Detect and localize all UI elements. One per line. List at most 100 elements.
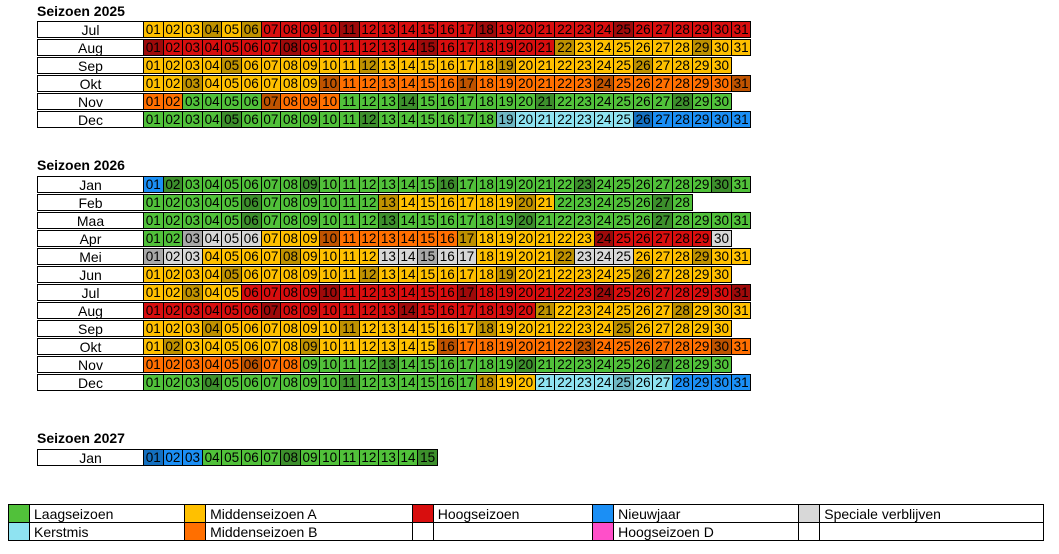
day-cell[interactable]: 23 bbox=[574, 176, 595, 193]
day-cell[interactable]: 05 bbox=[221, 57, 242, 74]
day-cell[interactable]: 14 bbox=[397, 302, 419, 319]
day-cell[interactable]: 05 bbox=[221, 21, 242, 38]
day-cell[interactable]: 21 bbox=[534, 75, 556, 92]
day-cell[interactable]: 26 bbox=[632, 176, 654, 193]
day-cell[interactable]: 23 bbox=[574, 111, 595, 128]
day-cell[interactable]: 05 bbox=[221, 111, 242, 128]
day-cell[interactable]: 17 bbox=[456, 230, 478, 247]
day-cell[interactable]: 11 bbox=[338, 75, 360, 92]
day-cell[interactable]: 13 bbox=[378, 176, 399, 193]
day-cell[interactable]: 05 bbox=[221, 212, 242, 229]
day-cell[interactable]: 30 bbox=[711, 374, 732, 391]
day-cell[interactable]: 14 bbox=[397, 194, 419, 211]
day-cell[interactable]: 08 bbox=[280, 449, 301, 466]
day-cell[interactable]: 07 bbox=[260, 111, 282, 128]
day-cell[interactable]: 06 bbox=[240, 302, 262, 319]
day-cell[interactable]: 30 bbox=[711, 302, 732, 319]
day-cell[interactable]: 13 bbox=[378, 75, 399, 92]
day-cell[interactable]: 25 bbox=[613, 93, 634, 110]
day-cell[interactable]: 20 bbox=[515, 176, 536, 193]
day-cell[interactable]: 01 bbox=[143, 302, 164, 319]
day-cell[interactable]: 02 bbox=[162, 57, 184, 74]
day-cell[interactable]: 19 bbox=[495, 57, 517, 74]
day-cell[interactable]: 08 bbox=[280, 374, 301, 391]
day-cell[interactable]: 13 bbox=[378, 320, 399, 337]
day-cell[interactable]: 20 bbox=[515, 374, 536, 391]
day-cell[interactable]: 13 bbox=[378, 57, 399, 74]
day-cell[interactable]: 04 bbox=[201, 194, 223, 211]
day-cell[interactable]: 19 bbox=[495, 93, 517, 110]
day-cell[interactable]: 16 bbox=[436, 176, 458, 193]
day-cell[interactable]: 09 bbox=[299, 449, 321, 466]
day-cell[interactable]: 04 bbox=[201, 57, 223, 74]
day-cell[interactable]: 09 bbox=[299, 284, 321, 301]
day-cell[interactable]: 21 bbox=[534, 57, 556, 74]
day-cell[interactable]: 01 bbox=[143, 338, 164, 355]
day-cell[interactable]: 03 bbox=[182, 266, 203, 283]
day-cell[interactable]: 18 bbox=[476, 39, 497, 56]
day-cell[interactable]: 15 bbox=[417, 302, 438, 319]
day-cell[interactable]: 06 bbox=[240, 374, 262, 391]
day-cell[interactable]: 27 bbox=[652, 21, 674, 38]
day-cell[interactable]: 05 bbox=[221, 194, 242, 211]
day-cell[interactable]: 28 bbox=[672, 111, 693, 128]
day-cell[interactable]: 23 bbox=[574, 39, 595, 56]
day-cell[interactable]: 27 bbox=[652, 212, 674, 229]
day-cell[interactable]: 29 bbox=[691, 356, 713, 373]
day-cell[interactable]: 29 bbox=[691, 284, 713, 301]
day-cell[interactable]: 08 bbox=[280, 212, 301, 229]
day-cell[interactable]: 10 bbox=[319, 320, 340, 337]
day-cell[interactable]: 29 bbox=[691, 266, 713, 283]
day-cell[interactable]: 03 bbox=[182, 320, 203, 337]
day-cell[interactable]: 28 bbox=[672, 302, 693, 319]
day-cell[interactable]: 13 bbox=[378, 39, 399, 56]
day-cell[interactable]: 04 bbox=[201, 338, 223, 355]
day-cell[interactable]: 23 bbox=[574, 93, 595, 110]
day-cell[interactable]: 09 bbox=[299, 39, 321, 56]
day-cell[interactable]: 01 bbox=[143, 230, 164, 247]
day-cell[interactable]: 03 bbox=[182, 194, 203, 211]
day-cell[interactable]: 26 bbox=[632, 302, 654, 319]
day-cell[interactable]: 04 bbox=[201, 230, 223, 247]
day-cell[interactable]: 26 bbox=[632, 284, 654, 301]
day-cell[interactable]: 02 bbox=[162, 320, 184, 337]
day-cell[interactable]: 07 bbox=[260, 21, 282, 38]
day-cell[interactable]: 17 bbox=[456, 284, 478, 301]
day-cell[interactable]: 16 bbox=[436, 57, 458, 74]
day-cell[interactable]: 24 bbox=[593, 212, 615, 229]
day-cell[interactable]: 02 bbox=[162, 93, 184, 110]
day-cell[interactable]: 02 bbox=[162, 212, 184, 229]
day-cell[interactable]: 14 bbox=[397, 176, 419, 193]
day-cell[interactable]: 11 bbox=[338, 21, 360, 38]
day-cell[interactable]: 06 bbox=[240, 57, 262, 74]
day-cell[interactable]: 31 bbox=[730, 284, 752, 301]
day-cell[interactable]: 03 bbox=[182, 374, 203, 391]
day-cell[interactable]: 02 bbox=[162, 449, 184, 466]
day-cell[interactable]: 10 bbox=[319, 374, 340, 391]
day-cell[interactable]: 18 bbox=[476, 57, 497, 74]
day-cell[interactable]: 29 bbox=[691, 39, 713, 56]
day-cell[interactable]: 11 bbox=[338, 194, 360, 211]
day-cell[interactable]: 21 bbox=[534, 374, 556, 391]
day-cell[interactable]: 25 bbox=[613, 39, 634, 56]
day-cell[interactable]: 12 bbox=[358, 374, 380, 391]
day-cell[interactable]: 20 bbox=[515, 57, 536, 74]
day-cell[interactable]: 27 bbox=[652, 194, 674, 211]
day-cell[interactable]: 05 bbox=[221, 284, 242, 301]
day-cell[interactable]: 24 bbox=[593, 75, 615, 92]
day-cell[interactable]: 17 bbox=[456, 57, 478, 74]
day-cell[interactable]: 04 bbox=[201, 356, 223, 373]
day-cell[interactable]: 29 bbox=[691, 212, 713, 229]
day-cell[interactable]: 16 bbox=[436, 21, 458, 38]
day-cell[interactable]: 09 bbox=[299, 248, 321, 265]
day-cell[interactable]: 10 bbox=[319, 449, 340, 466]
day-cell[interactable]: 18 bbox=[476, 248, 497, 265]
day-cell[interactable]: 18 bbox=[476, 75, 497, 92]
day-cell[interactable]: 07 bbox=[260, 230, 282, 247]
day-cell[interactable]: 09 bbox=[299, 75, 321, 92]
day-cell[interactable]: 30 bbox=[711, 57, 732, 74]
day-cell[interactable]: 09 bbox=[299, 320, 321, 337]
day-cell[interactable]: 13 bbox=[378, 374, 399, 391]
day-cell[interactable]: 12 bbox=[358, 248, 380, 265]
day-cell[interactable]: 15 bbox=[417, 212, 438, 229]
